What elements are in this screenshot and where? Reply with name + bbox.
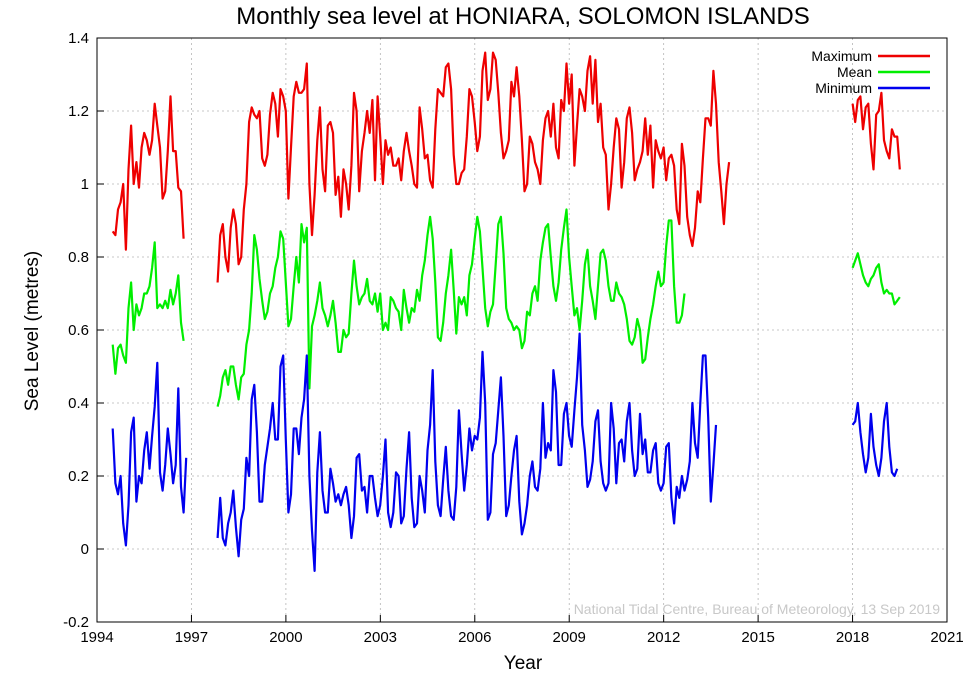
x-axis-label: Year — [504, 653, 543, 674]
x-tick-label: 2006 — [458, 629, 491, 646]
x-tick-label: 1997 — [175, 629, 208, 646]
legend-label-maximum: Maximum — [811, 48, 872, 64]
y-tick-label: 0.2 — [68, 468, 89, 485]
series-line-mean — [111, 241, 185, 375]
x-tick-label: 2015 — [741, 629, 774, 646]
credit-text: National Tidal Centre, Bureau of Meteoro… — [574, 601, 941, 617]
y-tick-label: 1 — [81, 176, 89, 193]
series-line-maximum — [851, 91, 901, 171]
series-line-maximum — [216, 51, 731, 283]
x-tick-label: 2012 — [647, 629, 680, 646]
y-tick-label: 0 — [81, 541, 89, 558]
series-line-mean — [851, 252, 901, 306]
x-tick-label: 1994 — [80, 629, 113, 646]
series-line-mean — [216, 208, 686, 407]
chart-title: Monthly sea level at HONIARA, SOLOMON IS… — [236, 3, 810, 30]
x-tick-label: 2000 — [269, 629, 302, 646]
series-line-maximum — [111, 95, 185, 251]
y-tick-label: 0.8 — [68, 249, 89, 266]
x-tick-label: 2003 — [364, 629, 397, 646]
axis-ticks: 1994 1997 2000 2003 2006 2009 2012 2015 2018 2021… — [63, 30, 964, 646]
x-tick-label: 2021 — [930, 629, 963, 646]
y-tick-label: 0.6 — [68, 322, 89, 339]
legend-label-minimum: Minimum — [815, 80, 872, 96]
y-tick-label: 0.4 — [68, 395, 89, 412]
series-group — [111, 51, 901, 573]
series-line-minimum — [216, 332, 718, 573]
y-tick-label: -0.2 — [63, 614, 89, 631]
x-tick-label: 2018 — [836, 629, 869, 646]
x-tick-label: 2009 — [553, 629, 586, 646]
y-axis-label: Sea Level (metres) — [22, 251, 43, 412]
legend-label-mean: Mean — [837, 64, 872, 80]
series-line-minimum — [851, 401, 899, 478]
series-line-minimum — [111, 361, 188, 547]
y-tick-label: 1.4 — [68, 30, 89, 47]
y-tick-label: 1.2 — [68, 103, 89, 120]
legend: Maximum Mean Minimum — [811, 48, 930, 96]
